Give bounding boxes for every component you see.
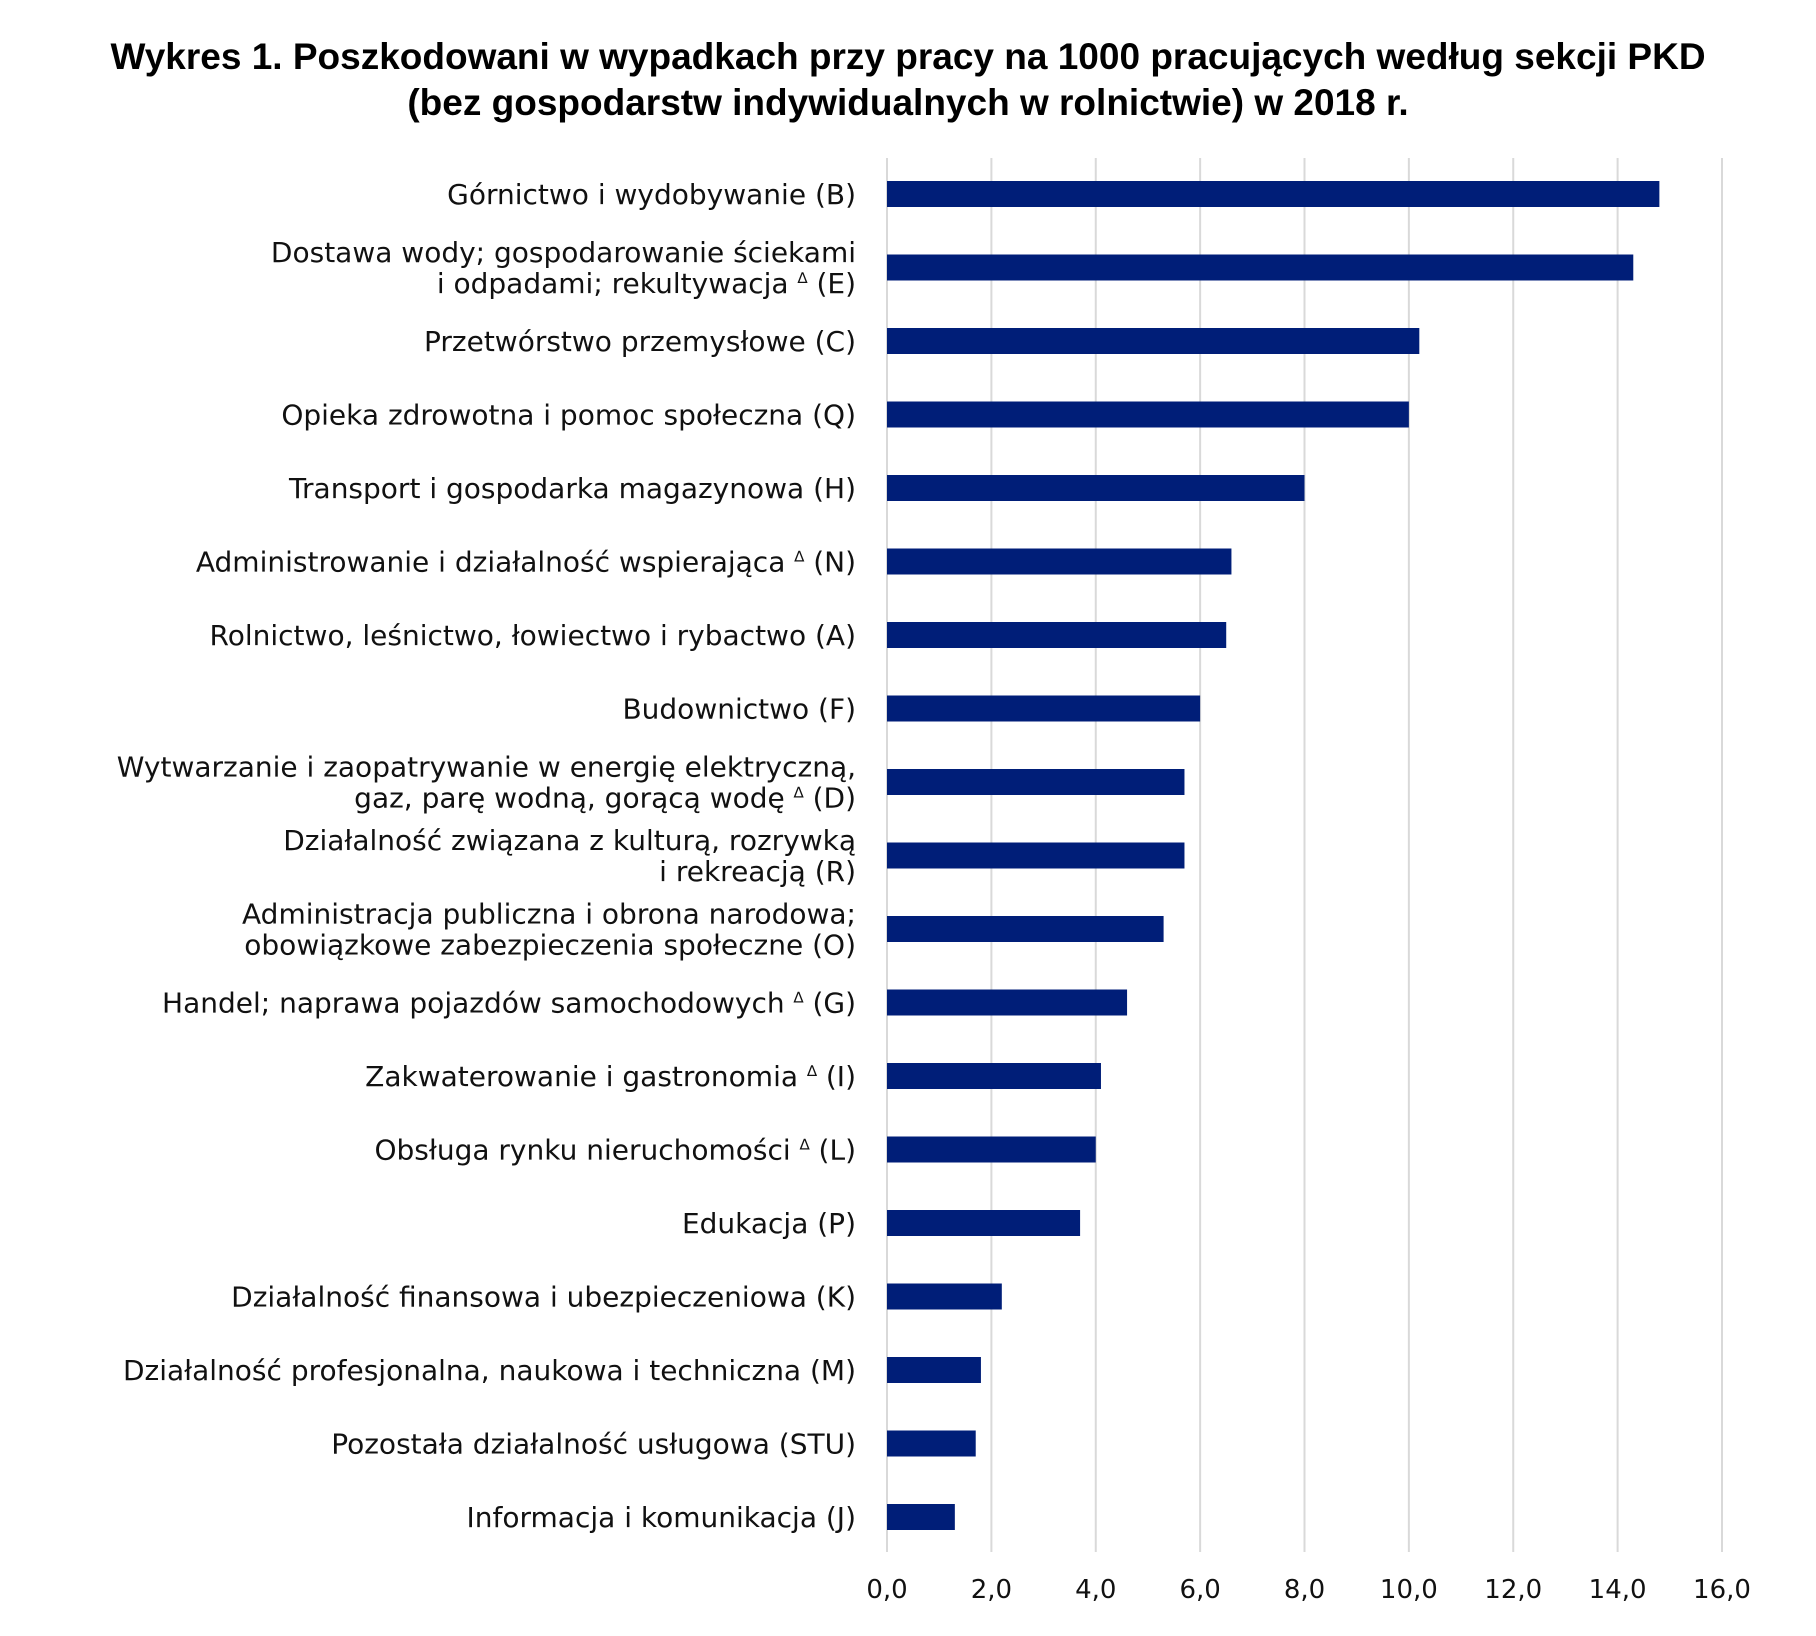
x-tick-label: 2,0 (971, 1575, 1012, 1605)
x-tick-label: 4,0 (1075, 1575, 1116, 1605)
bar (887, 254, 1634, 281)
category-label: Obsługa rynku nieruchomości ∆ (L) (374, 1134, 856, 1167)
bar (887, 842, 1185, 869)
bar (887, 769, 1185, 795)
category-label: Górnictwo i wydobywanie (B) (447, 178, 856, 211)
bar (887, 1063, 1101, 1089)
x-tick-label: 16,0 (1693, 1575, 1751, 1605)
bar (887, 548, 1232, 575)
category-label: Rolnictwo, leśnictwo, łowiectwo i rybact… (210, 619, 856, 652)
category-label: Administracja publiczna i obrona narodow… (242, 898, 856, 962)
category-label: Dostawa wody; gospodarowanie ściekami i o… (271, 236, 856, 300)
category-label: Informacja i komunikacja (J) (467, 1501, 856, 1534)
x-tick-label: 0,0 (866, 1575, 907, 1605)
bar (887, 1430, 976, 1457)
category-label: Pozostała działalność usługowa (STU) (331, 1428, 856, 1461)
category-label: Zakwaterowanie i gastronomia ∆ (I) (365, 1060, 856, 1093)
chart-title-line-1: Wykres 1. Poszkodowani w wypadkach przy … (110, 36, 1706, 77)
category-label: Transport i gospodarka magazynowa (H) (288, 472, 856, 505)
category-label: Wytwarzanie i zaopatrywanie w energię el… (117, 751, 856, 815)
bar (887, 1283, 1002, 1310)
category-label: Edukacja (P) (682, 1207, 856, 1240)
bar (887, 1210, 1081, 1236)
bar (887, 328, 1420, 354)
x-tick-label: 10,0 (1380, 1575, 1438, 1605)
bar (887, 695, 1201, 722)
chart-title-line-2: (bez gospodarstw indywidualnych w rolnic… (407, 82, 1409, 123)
category-label: Opieka zdrowotna i pomoc społeczna (Q) (281, 399, 856, 432)
bar (887, 1504, 955, 1530)
chart-title: Wykres 1. Poszkodowani w wypadkach przy … (0, 34, 1816, 126)
category-label: Działalność profesjonalna, naukowa i tec… (123, 1354, 856, 1387)
bar (887, 989, 1128, 1016)
category-label: Administrowanie i działalność wspierając… (196, 546, 856, 579)
x-tick-label: 14,0 (1589, 1575, 1647, 1605)
bar (887, 916, 1164, 942)
bar (887, 475, 1305, 501)
bar (887, 1357, 981, 1383)
bar (887, 622, 1227, 648)
category-label: Działalność związana z kulturą, rozrywką… (283, 824, 856, 888)
x-tick-label: 8,0 (1284, 1575, 1325, 1605)
category-label: Handel; naprawa pojazdów samochodowych ∆… (162, 987, 856, 1020)
x-tick-label: 6,0 (1179, 1575, 1220, 1605)
bar (887, 1136, 1096, 1163)
bar (887, 401, 1409, 428)
category-label: Przetwórstwo przemysłowe (C) (424, 325, 856, 358)
category-label: Budownictwo (F) (622, 693, 856, 726)
category-label: Działalność finansowa i ubezpieczeniowa … (231, 1281, 856, 1314)
x-tick-label: 12,0 (1484, 1575, 1542, 1605)
bar (887, 181, 1660, 207)
